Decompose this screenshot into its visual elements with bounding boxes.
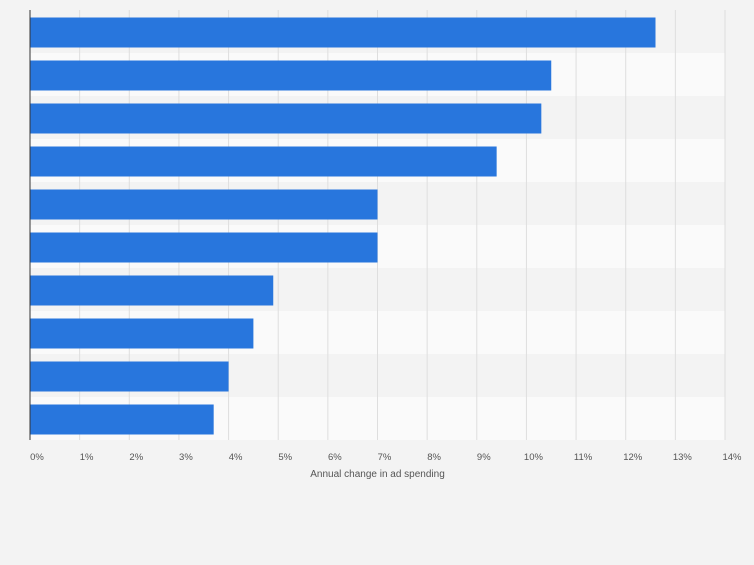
bar xyxy=(30,60,552,91)
x-tick-label: 13% xyxy=(673,452,693,463)
bar xyxy=(30,17,656,48)
bars xyxy=(30,17,656,435)
bar xyxy=(30,189,378,220)
bar xyxy=(30,232,378,263)
x-axis-label: Annual change in ad spending xyxy=(310,469,445,480)
x-tick-label: 9% xyxy=(477,452,491,463)
bar xyxy=(30,103,542,134)
x-tick-labels: 0% 1% 2% 3% 4% 5% 6% 7% 8% 9% 10% 11% 12% 13% 14% xyxy=(30,452,742,463)
bar xyxy=(30,361,229,392)
x-tick-label: 7% xyxy=(378,452,392,463)
bar xyxy=(30,275,274,306)
x-tick-label: 4% xyxy=(229,452,243,463)
x-tick-label: 11% xyxy=(574,452,593,463)
x-tick-label: 12% xyxy=(623,452,643,463)
x-tick-label: 10% xyxy=(524,452,544,463)
bar xyxy=(30,318,254,349)
x-tick-label: 2% xyxy=(129,452,143,463)
bar xyxy=(30,404,214,435)
x-tick-label: 1% xyxy=(80,452,94,463)
x-tick-label: 14% xyxy=(722,452,742,463)
bar xyxy=(30,146,497,177)
x-tick-label: 5% xyxy=(278,452,292,463)
x-tick-label: 8% xyxy=(427,452,441,463)
x-tick-label: 6% xyxy=(328,452,342,463)
x-tick-label: 0% xyxy=(30,452,44,463)
x-tick-label: 3% xyxy=(179,452,193,463)
